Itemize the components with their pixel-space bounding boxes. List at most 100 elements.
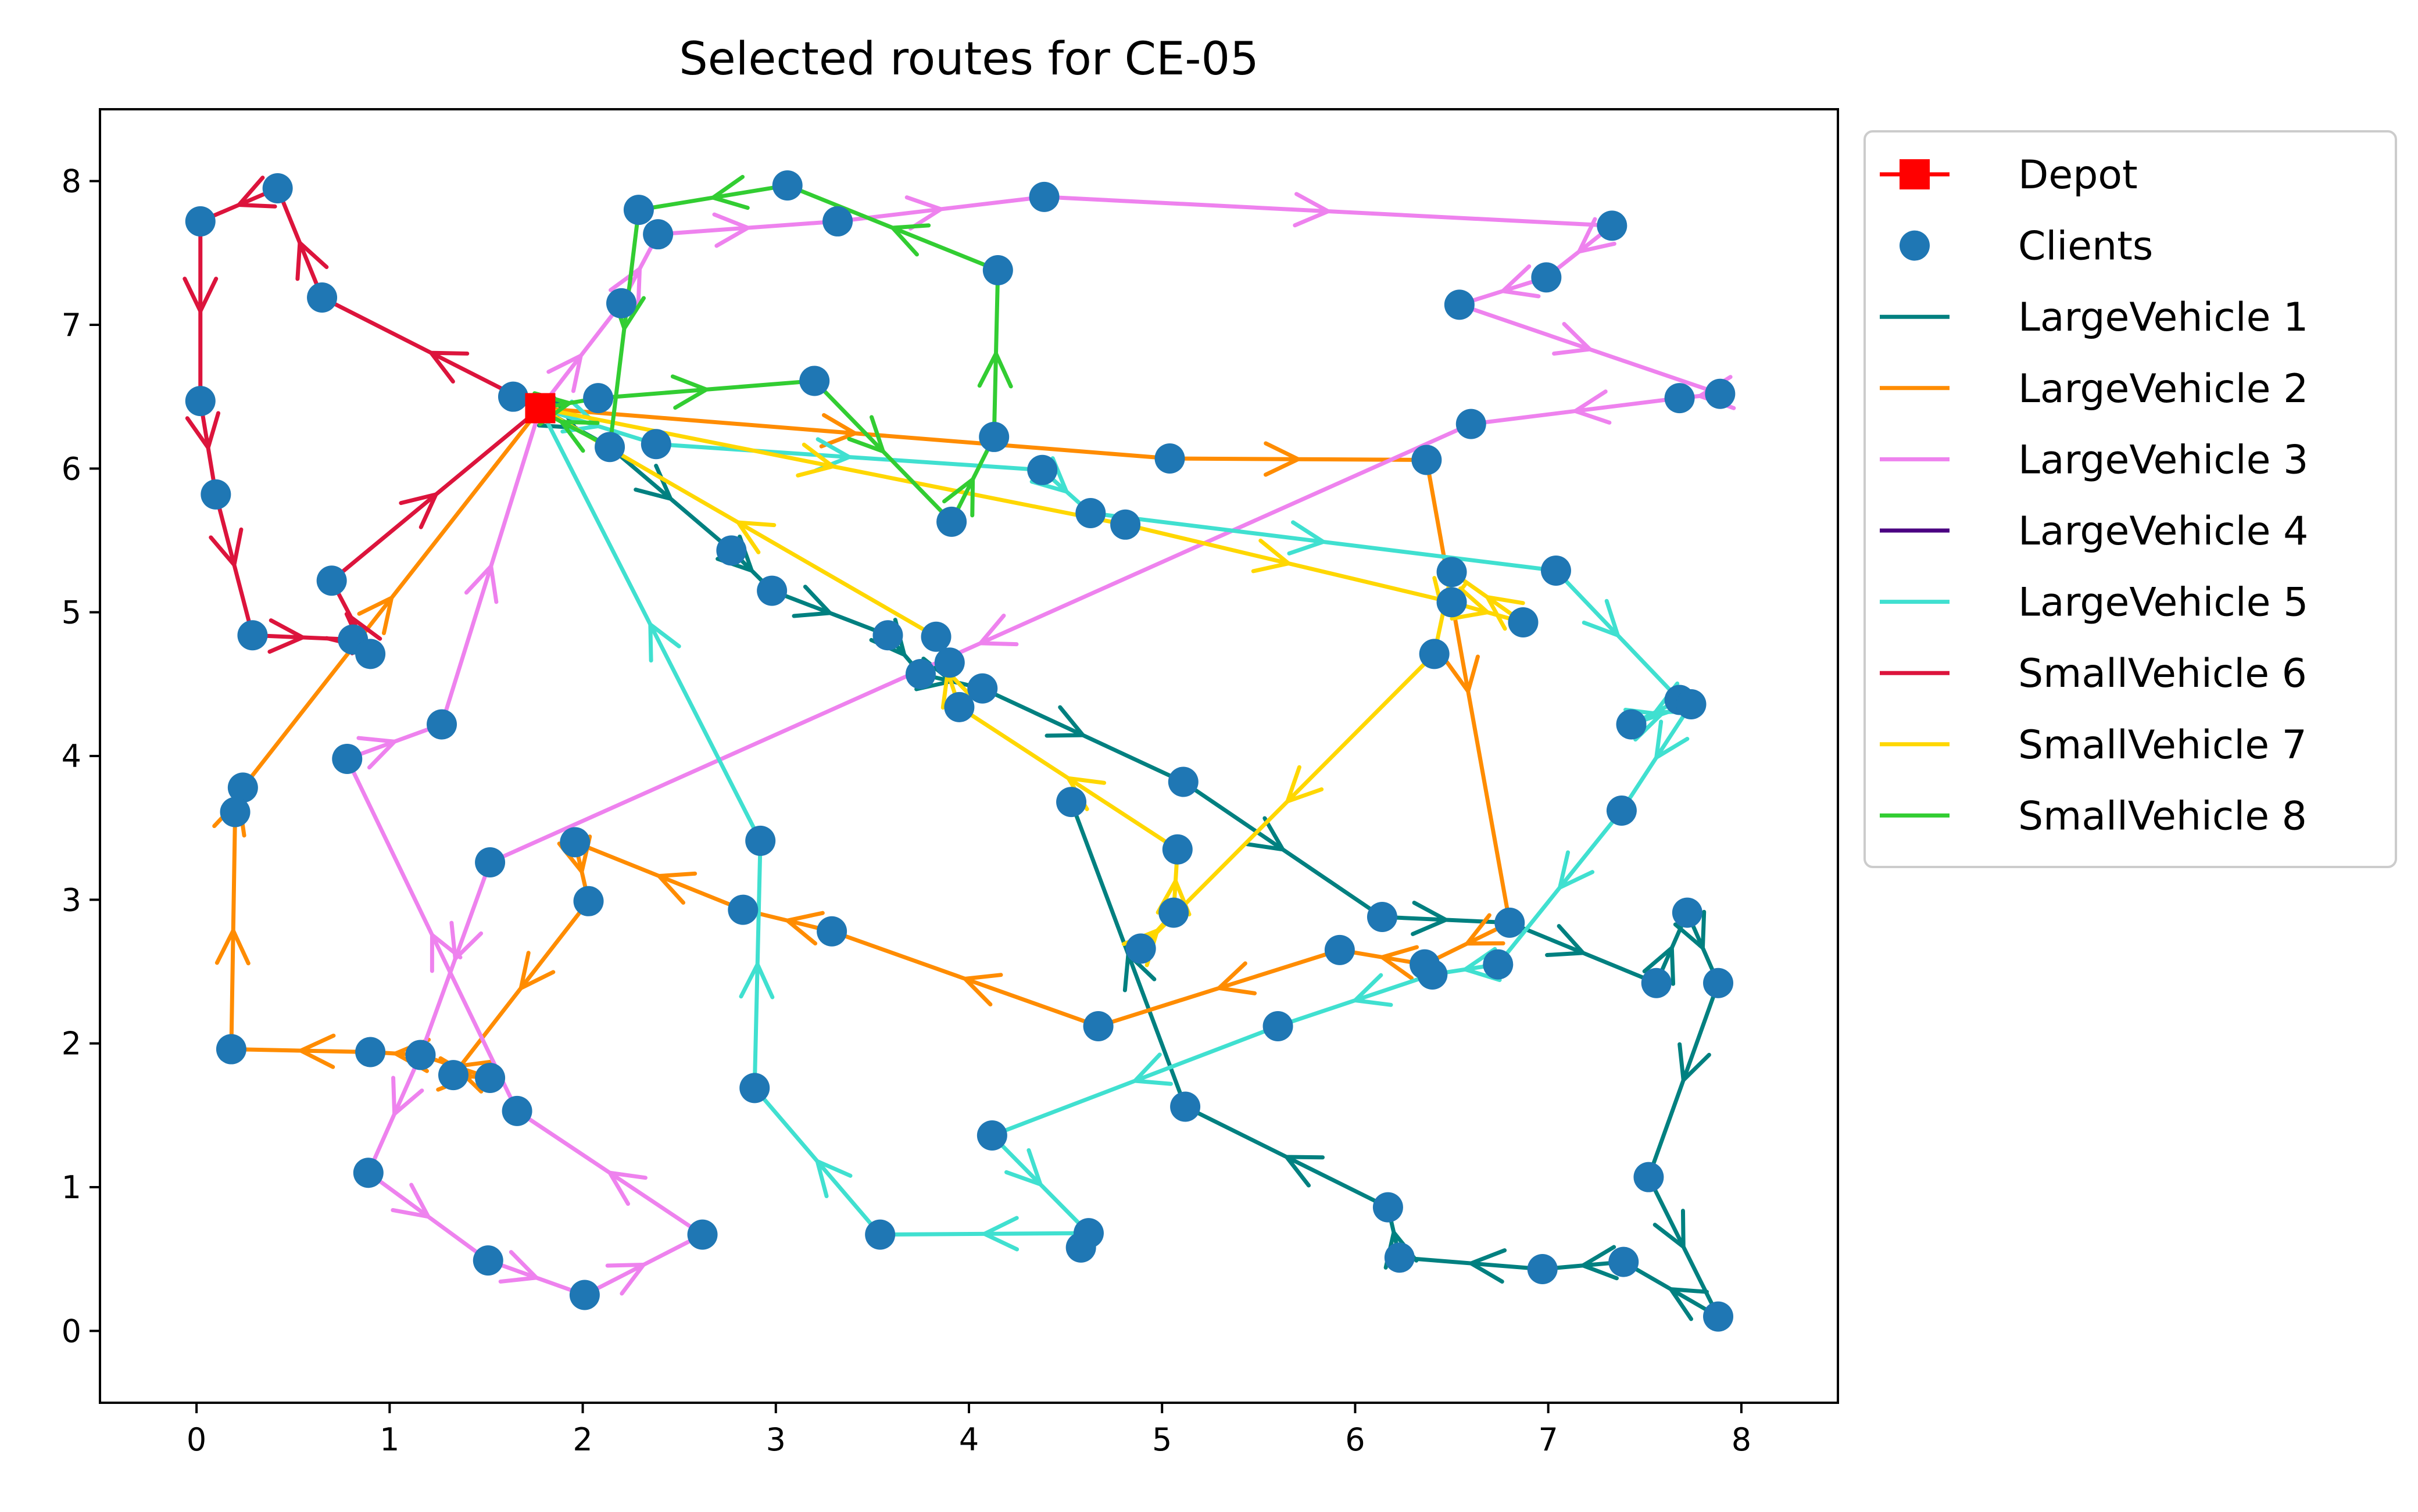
client-point — [1372, 1192, 1403, 1223]
route-arrow — [815, 1159, 853, 1198]
x-tick-label: 2 — [573, 1421, 592, 1458]
route-arrow — [183, 277, 219, 314]
client-point — [1417, 959, 1448, 990]
route-arrow — [1251, 538, 1291, 574]
route-arrow — [711, 174, 750, 210]
client-point — [185, 206, 216, 237]
route-arrow — [739, 962, 775, 999]
client-point — [1608, 1246, 1639, 1277]
route-arrow — [299, 1033, 336, 1069]
client-point — [1616, 709, 1647, 740]
route-arrow — [1411, 901, 1448, 936]
route-arrow — [498, 1250, 539, 1284]
route-arrow — [1652, 1209, 1686, 1249]
client-point — [872, 620, 903, 651]
client-point — [1262, 1011, 1293, 1041]
legend-entry: SmallVehicle 8 — [1880, 793, 2307, 839]
legend-label: Depot — [2018, 152, 2138, 198]
route-arrow — [237, 175, 277, 209]
y-tick-label: 3 — [62, 882, 81, 918]
client-point — [687, 1219, 718, 1250]
y-tick-label: 2 — [62, 1026, 81, 1062]
client-point — [799, 366, 830, 396]
route-arrow — [819, 413, 857, 449]
route-arrow — [391, 1183, 431, 1219]
route-arrow — [712, 212, 750, 248]
legend-entry: SmallVehicle 7 — [1880, 722, 2307, 768]
route-arrow — [847, 415, 885, 454]
route-arrow — [546, 353, 583, 393]
route-arrow — [1045, 705, 1085, 738]
route-arrow — [648, 622, 681, 663]
route-arrow — [1577, 217, 1616, 254]
route-arrow — [1133, 1052, 1173, 1086]
client-point — [1056, 787, 1087, 818]
route-arrow — [1465, 913, 1505, 946]
client-point — [1083, 1011, 1114, 1041]
client-point — [1455, 409, 1486, 439]
client-point — [1703, 968, 1734, 998]
client-point — [475, 1063, 506, 1094]
route-arrow — [796, 442, 835, 478]
route-arrow — [1654, 719, 1690, 759]
route-arrow — [209, 527, 244, 567]
legend-entry: LargeVehicle 2 — [1880, 366, 2308, 412]
route-arrow — [1669, 1287, 1709, 1321]
client-point — [934, 647, 965, 678]
client-point — [716, 535, 747, 566]
client-point — [977, 1120, 1007, 1151]
client-point — [569, 1280, 600, 1310]
legend-label: SmallVehicle 8 — [2018, 793, 2307, 839]
legend-box — [1863, 130, 2397, 868]
client-point — [316, 565, 347, 596]
client-point — [1419, 639, 1450, 669]
client-point — [595, 432, 625, 463]
route-arrow — [357, 596, 394, 636]
client-point — [498, 381, 528, 412]
legend-label: SmallVehicle 6 — [2018, 651, 2307, 697]
route-arrow — [792, 585, 832, 618]
route-arrow — [391, 1076, 424, 1116]
client-point — [728, 894, 759, 925]
route-arrow — [1217, 961, 1257, 995]
client-point — [745, 825, 776, 856]
route-arrow — [1501, 264, 1541, 299]
client-point — [641, 429, 671, 460]
route-arrow — [185, 411, 221, 450]
client-point — [772, 170, 803, 201]
route-arrow — [1573, 389, 1612, 425]
client-point — [1154, 443, 1185, 474]
client-point — [1110, 509, 1141, 540]
client-point — [1367, 902, 1397, 933]
route-arrow — [559, 420, 600, 453]
route-arrow — [1293, 192, 1330, 228]
client-point — [905, 659, 936, 690]
client-point — [1158, 897, 1189, 928]
route-arrow — [1580, 1245, 1619, 1281]
client-point — [1029, 181, 1060, 212]
client-point — [1540, 555, 1571, 586]
client-point — [227, 772, 258, 803]
route-arrow — [430, 933, 463, 973]
legend-label: LargeVehicle 4 — [2018, 508, 2308, 554]
route-arrow — [736, 520, 777, 554]
x-tick-label: 3 — [766, 1421, 786, 1458]
client-point — [1065, 1232, 1096, 1263]
client-point — [1597, 210, 1628, 241]
client-point — [216, 1034, 246, 1065]
route-arrow — [607, 1170, 648, 1206]
client-point — [967, 673, 998, 704]
client-point — [560, 827, 591, 858]
y-tick-label: 6 — [62, 450, 81, 487]
route-3 — [345, 192, 1736, 1297]
route-arrow — [464, 564, 499, 604]
client-point — [1168, 766, 1199, 797]
route-arrow — [1263, 441, 1300, 477]
x-tick-label: 0 — [187, 1421, 206, 1458]
client-point — [1703, 1301, 1734, 1332]
route-arrow — [785, 911, 825, 946]
client-point — [817, 916, 847, 947]
route-arrow — [1380, 945, 1419, 980]
route-arrow — [1469, 1248, 1507, 1284]
client-point — [1075, 498, 1106, 529]
